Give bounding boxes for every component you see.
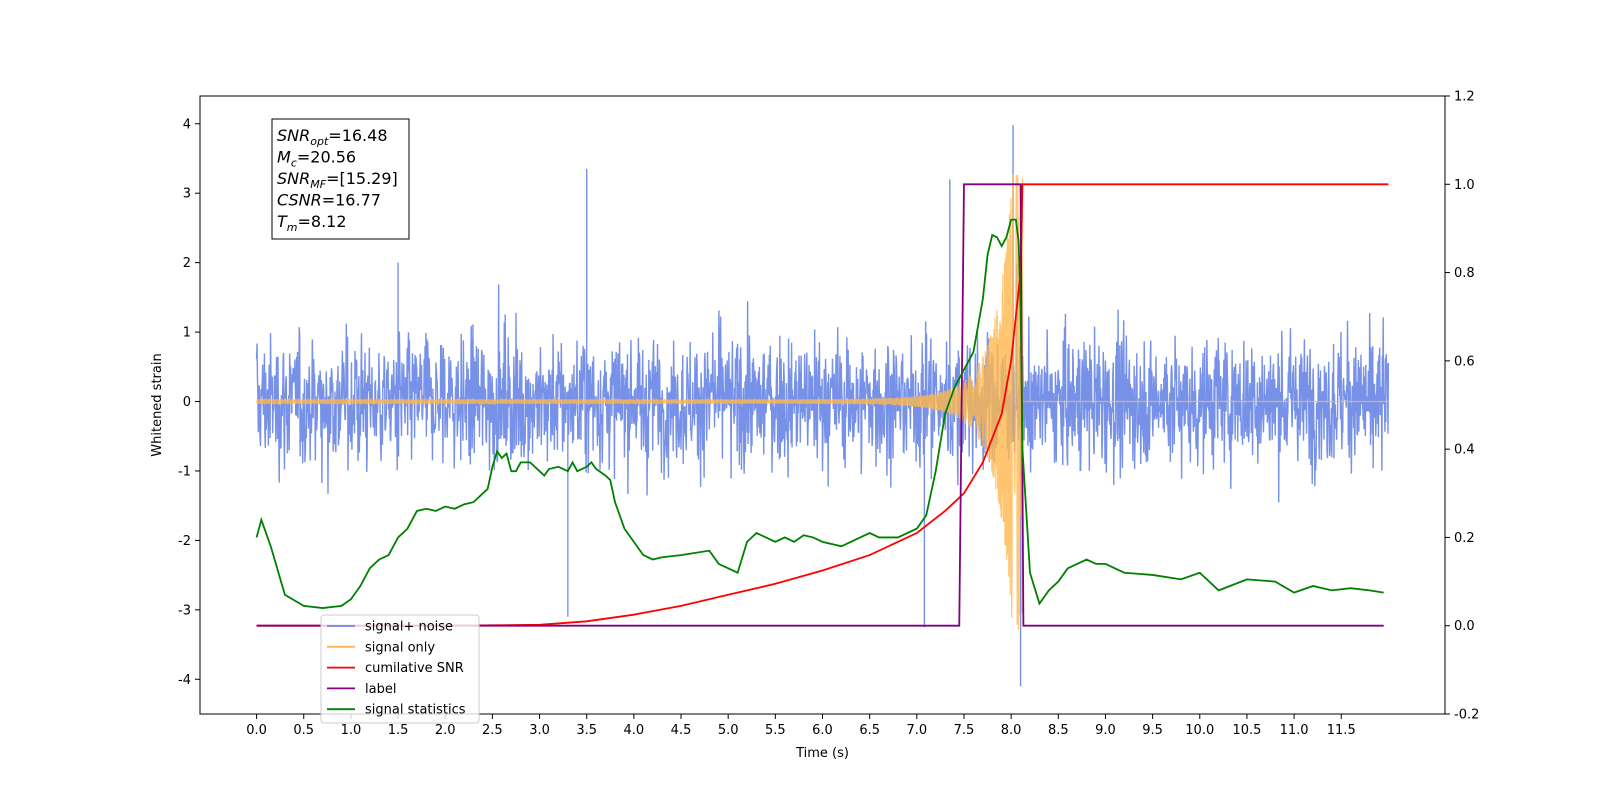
y-tick-label: 4 (183, 117, 191, 132)
annotation-line: SNRMF=[15.29] (277, 169, 398, 191)
x-tick-label: 9.5 (1142, 723, 1163, 738)
y-tick-label: 3 (183, 187, 191, 202)
y-tick-label: 0 (183, 395, 191, 410)
y2-tick-label: 0.2 (1454, 531, 1475, 546)
legend-frame (320, 614, 480, 724)
x-tick-label: 11.0 (1280, 723, 1309, 738)
x-tick-label: 6.0 (812, 723, 833, 738)
x-tick-label: 11.5 (1327, 723, 1356, 738)
legend: signal+ noise signal only cumilative SNR la… (320, 614, 480, 724)
y2-tick-label: -0.2 (1454, 708, 1479, 723)
x-tick-label: 8.5 (1048, 723, 1069, 738)
x-tick-label: 3.5 (576, 723, 597, 738)
metrics-annotation-box: SNRopt=16.48Mc=20.56SNRMF=[15.29]CSNR=16… (271, 118, 410, 240)
legend-label: cumilative SNR (365, 661, 464, 676)
x-tick-label: 0.0 (246, 723, 267, 738)
annotation-line: Mc=20.56 (277, 148, 356, 170)
x-tick-label: 2.0 (435, 723, 456, 738)
label-line (256, 183, 1384, 627)
legend-label: signal+ noise (365, 620, 453, 635)
y-tick-label: -3 (178, 603, 191, 618)
signal-line (256, 173, 1389, 631)
x-tick-label: 4.0 (624, 723, 645, 738)
statistics-series-layer (255, 183, 1389, 627)
axis-ticks: 0.0 0.5 1.0 1.5 2.0 2.5 3.0 3.5 4.0 4.5 5.0 5.5 6.0 6… (178, 90, 1479, 739)
legend-label: label (365, 682, 396, 697)
y2-tick-label: 1.2 (1454, 90, 1475, 105)
x-tick-label: 7.0 (906, 723, 927, 738)
x-tick-label: 8.0 (1001, 723, 1022, 738)
legend-label: signal statistics (365, 703, 466, 718)
x-tick-label: 6.5 (859, 723, 880, 738)
x-tick-label: 2.5 (482, 723, 503, 738)
y-axis-title: Whitened strain (150, 353, 165, 456)
annotation-frame (271, 118, 410, 240)
y-tick-label: 1 (183, 326, 191, 341)
x-tick-label: 10.5 (1232, 723, 1261, 738)
x-tick-label: 1.0 (341, 723, 362, 738)
x-tick-label: 0.5 (293, 723, 314, 738)
y2-tick-label: 0.8 (1454, 266, 1475, 281)
x-tick-label: 5.0 (718, 723, 739, 738)
x-tick-label: 1.5 (388, 723, 409, 738)
y-tick-label: -2 (178, 534, 191, 549)
legend-label: signal only (365, 640, 435, 655)
x-tick-label: 4.5 (671, 723, 692, 738)
y-tick-label: -1 (178, 464, 191, 479)
y-tick-label: -4 (178, 673, 191, 688)
annotation-line: Tm=8.12 (277, 212, 347, 234)
x-tick-label: 10.0 (1185, 723, 1214, 738)
y2-tick-label: 0.6 (1454, 354, 1475, 369)
x-tick-label: 5.5 (765, 723, 786, 738)
annotation-line: CSNR=16.77 (277, 191, 381, 210)
x-tick-label: 9.0 (1095, 723, 1116, 738)
x-axis-title: Time (s) (795, 746, 849, 761)
x-tick-label: 7.5 (954, 723, 975, 738)
y-tick-label: 2 (183, 256, 191, 271)
y2-tick-label: 0.4 (1454, 443, 1475, 458)
signal-series-layer (256, 173, 1389, 631)
x-tick-label: 3.0 (529, 723, 550, 738)
cumulative-snr-line (256, 183, 1389, 627)
y2-tick-label: 1.0 (1454, 178, 1475, 193)
annotation-line: SNRopt=16.48 (277, 126, 388, 148)
signal-statistics-line (255, 218, 1384, 609)
y2-tick-label: 0.0 (1454, 619, 1475, 634)
